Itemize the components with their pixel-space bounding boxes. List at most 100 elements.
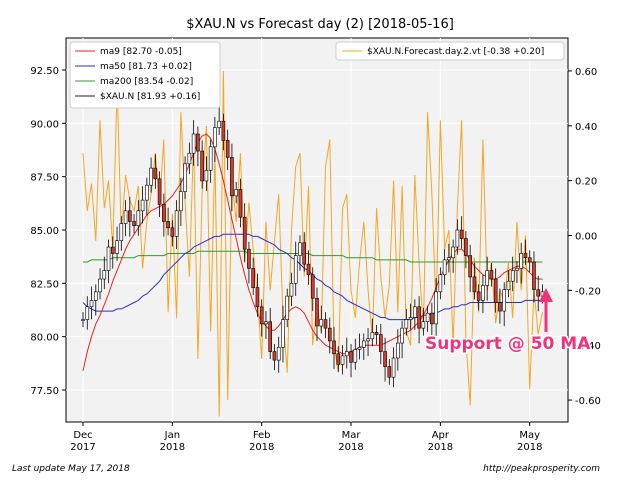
candle-body [408, 317, 413, 320]
candle-body [153, 167, 158, 180]
candle-body [183, 163, 187, 192]
y-right-tick-label: 0.00 [575, 231, 597, 242]
candle-body [476, 291, 481, 301]
x-tick-label: Mar [342, 430, 362, 441]
y-right-tick-label: 0.40 [575, 122, 597, 133]
candle-body [430, 312, 434, 325]
legend-label-forecast: $XAU.N.Forecast.day.2.vt [-0.38 +0.20] [367, 47, 544, 57]
candle-body [166, 221, 170, 229]
candle-body [323, 319, 328, 329]
candle-body [208, 146, 213, 171]
candle-body [400, 327, 404, 344]
candle-body [115, 240, 119, 254]
candle-body [98, 278, 102, 293]
y-left-tick-label: 77.50 [30, 386, 59, 397]
candle-body [221, 120, 226, 141]
candle-body [451, 246, 455, 259]
candle-body [510, 270, 515, 282]
candle-body [200, 150, 204, 182]
candle-body [366, 338, 370, 342]
y-left-tick-label: 87.50 [30, 173, 59, 184]
price-candles [81, 107, 545, 388]
candle-body [413, 306, 417, 318]
candle-body [89, 300, 94, 308]
candle-body [340, 355, 345, 365]
legend-right: $XAU.N.Forecast.day.2.vt [-0.38 +0.20] [335, 41, 565, 61]
candle-body [191, 133, 196, 154]
candle-body [319, 319, 324, 327]
annotation-text: Support @ 50 MA [425, 334, 591, 354]
legend-left: ma9 [82.70 -0.05] ma50 [81.73 +0.02] ma2… [69, 41, 221, 109]
candle-body [289, 283, 294, 297]
candle-body [532, 261, 536, 291]
candle-body [506, 280, 511, 291]
candle-body [523, 253, 528, 259]
candle-body [225, 140, 230, 158]
candle-body [110, 246, 115, 254]
candle-body [128, 210, 132, 222]
y-left-tick-label: 90.00 [30, 119, 59, 130]
candle-body [145, 184, 149, 201]
legend-label-price: $XAU.N [81.93 +0.16] [100, 92, 200, 102]
candle-body [251, 268, 255, 288]
candle-body [327, 327, 332, 342]
y-right-tick-label: 0.60 [575, 67, 597, 78]
candle-body [242, 216, 247, 250]
candle-body [498, 302, 502, 312]
candle-body [268, 321, 273, 352]
candle-body [102, 270, 107, 280]
legend-label-ma50: ma50 [81.73 +0.02] [100, 62, 192, 72]
candle-body [404, 319, 409, 329]
candle-body [157, 178, 162, 205]
candle-body [481, 285, 485, 301]
y-right-tick-label: -0.60 [575, 396, 601, 407]
candle-body [502, 289, 506, 312]
candle-body [391, 357, 396, 378]
legend-label-ma9: ma9 [82.70 -0.05] [100, 47, 182, 57]
candle-body [196, 133, 200, 152]
candle-body [272, 351, 277, 361]
candle-body [119, 223, 124, 241]
candle-body [374, 332, 379, 335]
candle-body [136, 210, 141, 227]
candle-body [140, 199, 145, 212]
candle-body [217, 120, 221, 128]
legend-label-ma200: ma200 [83.54 -0.02] [100, 77, 193, 87]
y-left-tick-label: 80.00 [30, 333, 59, 344]
candle-body [455, 229, 460, 248]
y-left-tick-label: 85.00 [30, 226, 59, 237]
x-tick-label: Dec [73, 430, 92, 441]
candle-body [170, 227, 175, 237]
candle-body [349, 351, 353, 363]
candle-body [187, 152, 192, 165]
candle-body [493, 278, 498, 303]
candle-body [213, 127, 217, 148]
candle-body [459, 229, 464, 239]
x-tick-label: Jan [164, 430, 180, 441]
candle-body [383, 351, 387, 367]
candle-body [179, 191, 183, 212]
candle-body [264, 321, 268, 325]
y-right-tick-label: -0.40 [575, 341, 601, 352]
candle-body [438, 274, 443, 293]
candle-body [81, 319, 85, 321]
candle-body [527, 257, 532, 263]
candle-body [332, 340, 336, 355]
candle-body [417, 306, 421, 329]
footer-last-update: Last update May 17, 2018 [12, 464, 130, 474]
candle-body [447, 257, 451, 261]
candle-body [255, 287, 260, 308]
candle-body [379, 334, 383, 352]
candle-body [285, 295, 290, 320]
candle-body [344, 351, 349, 357]
candle-body [472, 276, 477, 293]
x-tick-label: Feb [253, 430, 271, 441]
axes: 77.50 80.00 82.50 85.00 87.50 90.00 92.50 -0.60… [30, 66, 601, 453]
candle-body [247, 248, 251, 269]
annotation-arrowhead-icon [539, 288, 553, 302]
candle-body [425, 312, 430, 323]
y-right-tick-label: -0.20 [575, 286, 601, 297]
x-tick-label: 2018 [249, 442, 274, 453]
candle-body [106, 246, 111, 271]
